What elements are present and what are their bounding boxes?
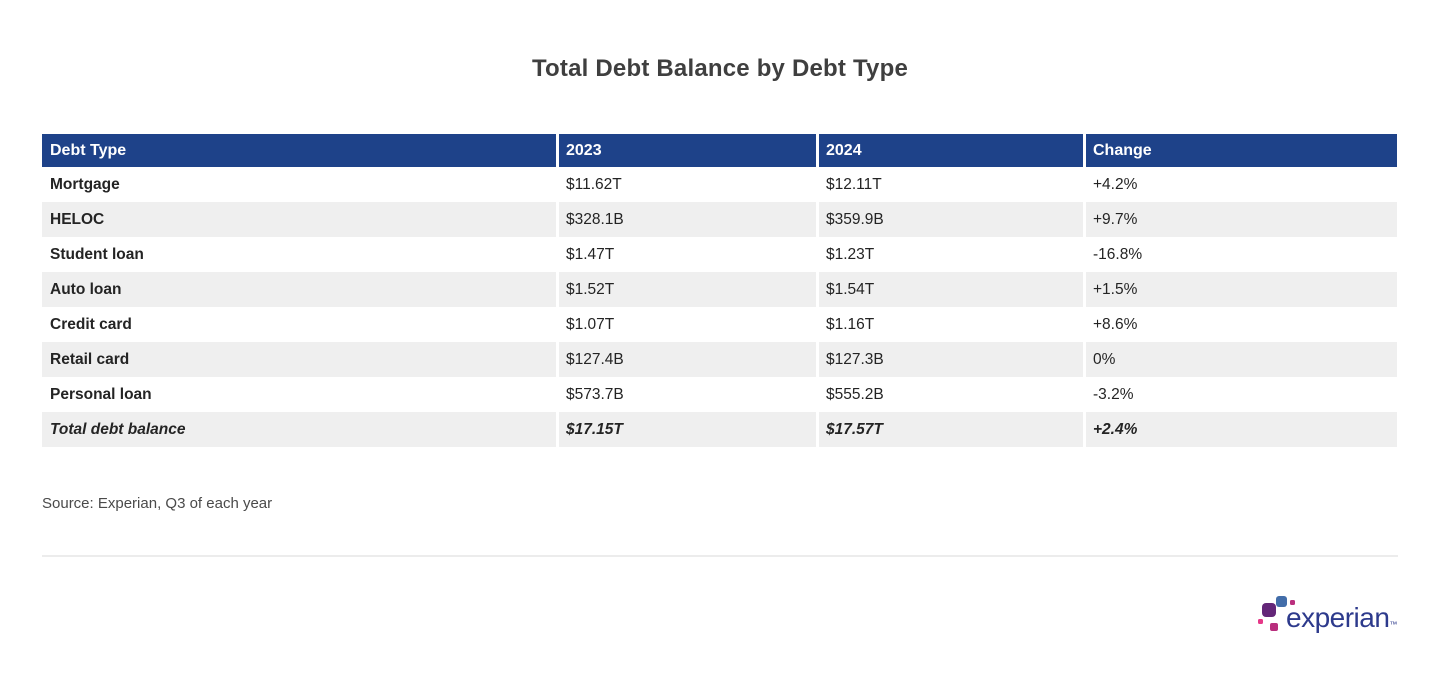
debt-type-cell: Total debt balance xyxy=(42,412,556,447)
change-cell: +9.7% xyxy=(1083,202,1397,237)
experian-pinwheel-icon xyxy=(1256,592,1298,634)
value-2024-cell: $1.54T xyxy=(816,272,1083,307)
debt-type-cell: Student loan xyxy=(42,237,556,272)
change-cell: +8.6% xyxy=(1083,307,1397,342)
value-2023-cell: $1.52T xyxy=(556,272,816,307)
value-2023-cell: $127.4B xyxy=(556,342,816,377)
value-2024-cell: $1.23T xyxy=(816,237,1083,272)
debt-type-cell: Credit card xyxy=(42,307,556,342)
debt-type-cell: Retail card xyxy=(42,342,556,377)
experian-logo: experian™ xyxy=(1256,592,1398,640)
table-row: Personal loan $573.7B $555.2B -3.2% xyxy=(42,377,1397,412)
value-2023-cell: $1.07T xyxy=(556,307,816,342)
value-2024-cell: $127.3B xyxy=(816,342,1083,377)
value-2024-cell: $359.9B xyxy=(816,202,1083,237)
table-row: Mortgage $11.62T $12.11T +4.2% xyxy=(42,167,1397,202)
value-2024-cell: $17.57T xyxy=(816,412,1083,447)
table-row: Auto loan $1.52T $1.54T +1.5% xyxy=(42,272,1397,307)
page-title: Total Debt Balance by Debt Type xyxy=(531,55,909,82)
value-2023-cell: $1.47T xyxy=(556,237,816,272)
trademark-symbol: ™ xyxy=(1389,620,1398,629)
column-header-2024: 2024 xyxy=(816,134,1083,167)
logo-square-magenta-icon xyxy=(1270,623,1278,631)
debt-balance-table: Debt Type 2023 2024 Change Mortgage $11.… xyxy=(42,134,1397,447)
column-header-change: Change xyxy=(1083,134,1397,167)
value-2023-cell: $328.1B xyxy=(556,202,816,237)
value-2024-cell: $1.16T xyxy=(816,307,1083,342)
table-total-row: Total debt balance $17.15T $17.57T +2.4% xyxy=(42,412,1397,447)
table-row: HELOC $328.1B $359.9B +9.7% xyxy=(42,202,1397,237)
source-note: Source: Experian, Q3 of each year xyxy=(42,495,273,512)
change-cell: 0% xyxy=(1083,342,1397,377)
change-cell: +4.2% xyxy=(1083,167,1397,202)
value-2023-cell: $573.7B xyxy=(556,377,816,412)
change-cell: -3.2% xyxy=(1083,377,1397,412)
table-row: Credit card $1.07T $1.16T +8.6% xyxy=(42,307,1397,342)
table-row: Student loan $1.47T $1.23T -16.8% xyxy=(42,237,1397,272)
logo-square-blue-icon xyxy=(1276,596,1287,607)
table-row: Retail card $127.4B $127.3B 0% xyxy=(42,342,1397,377)
debt-type-cell: Auto loan xyxy=(42,272,556,307)
change-cell: +2.4% xyxy=(1083,412,1397,447)
logo-square-magenta-small-icon xyxy=(1290,600,1295,605)
value-2024-cell: $555.2B xyxy=(816,377,1083,412)
footer-divider xyxy=(42,555,1398,557)
column-header-2023: 2023 xyxy=(556,134,816,167)
value-2024-cell: $12.11T xyxy=(816,167,1083,202)
value-2023-cell: $17.15T xyxy=(556,412,816,447)
logo-square-pink-small-icon xyxy=(1258,619,1263,624)
change-cell: -16.8% xyxy=(1083,237,1397,272)
debt-type-cell: Mortgage xyxy=(42,167,556,202)
column-header-debt-type: Debt Type xyxy=(42,134,556,167)
logo-square-purple-icon xyxy=(1262,603,1276,617)
value-2023-cell: $11.62T xyxy=(556,167,816,202)
debt-type-cell: Personal loan xyxy=(42,377,556,412)
table-header-row: Debt Type 2023 2024 Change xyxy=(42,134,1397,167)
change-cell: +1.5% xyxy=(1083,272,1397,307)
experian-wordmark: experian™ xyxy=(1286,602,1398,633)
debt-type-cell: HELOC xyxy=(42,202,556,237)
